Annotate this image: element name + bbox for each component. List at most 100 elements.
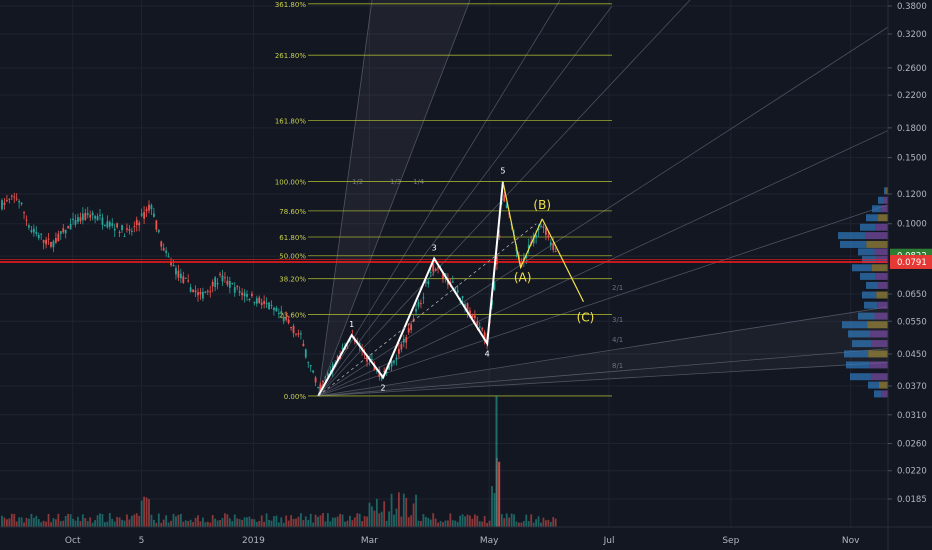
volume-profile-bar-down bbox=[869, 361, 888, 369]
candle-body bbox=[216, 282, 219, 285]
volume-bar bbox=[483, 515, 486, 527]
candle-body bbox=[57, 233, 60, 242]
volume-profile-bar-down bbox=[865, 232, 888, 240]
price-tick-label: 0.0310 bbox=[897, 411, 927, 421]
candle-body bbox=[121, 225, 123, 231]
volume-profile-bar-down bbox=[879, 381, 888, 389]
volume-bar bbox=[108, 513, 111, 527]
volume-bar bbox=[84, 518, 87, 527]
volume-bar bbox=[322, 513, 324, 527]
volume-bar bbox=[297, 516, 300, 527]
volume-bar bbox=[554, 518, 557, 527]
candle-body bbox=[77, 217, 79, 222]
volume-bar bbox=[228, 518, 231, 527]
candle-body bbox=[155, 220, 158, 230]
time-axis[interactable]: Oct 5 2019 Mar May Jul Sep Nov bbox=[0, 526, 932, 546]
candle-body bbox=[167, 256, 170, 258]
price-tick-label: 0.1500 bbox=[897, 154, 927, 164]
candle-body bbox=[52, 241, 55, 248]
fibonacci-extension[interactable]: 0.00% 23.60% 38.20% 50.00% 61.80% 78.60% 100.0… bbox=[275, 1, 612, 401]
volume-bar bbox=[111, 518, 114, 527]
candle-body bbox=[59, 231, 62, 234]
candle-body bbox=[18, 201, 21, 203]
price-axis[interactable]: 0.3800 0.3200 0.2600 0.2200 0.1800 0.1500 0.12… bbox=[887, 0, 932, 550]
volume-bar bbox=[10, 513, 13, 527]
volume-bar bbox=[412, 503, 415, 527]
volume-profile-bar-down bbox=[874, 312, 888, 320]
volume-bar bbox=[126, 514, 128, 527]
volume-bar bbox=[361, 521, 364, 527]
volume-profile-bar-down bbox=[866, 240, 888, 248]
volume-bar bbox=[143, 496, 145, 527]
candle-body bbox=[30, 230, 33, 232]
gann-label: 8/1 bbox=[612, 362, 623, 370]
candle-body bbox=[248, 299, 251, 301]
candle-body bbox=[28, 225, 30, 228]
volume-bar bbox=[199, 521, 202, 527]
volume-bar bbox=[300, 513, 302, 527]
volume-bar bbox=[263, 521, 266, 527]
candle-body bbox=[442, 273, 444, 279]
price-tick-label: 0.0550 bbox=[897, 317, 927, 327]
volume-bar bbox=[153, 519, 155, 527]
volume-bar bbox=[52, 518, 55, 527]
volume-bar bbox=[1, 515, 3, 527]
candle-body bbox=[37, 234, 40, 239]
volume-bar bbox=[258, 520, 261, 527]
gann-fan-line bbox=[317, 0, 373, 396]
corrective-wave-label: (C) bbox=[577, 311, 595, 325]
candle-body bbox=[380, 376, 383, 380]
gann-fan-line bbox=[318, 189, 932, 397]
volume-bar bbox=[121, 519, 123, 527]
volume-bar bbox=[417, 520, 420, 527]
impulse-wave-label: 4 bbox=[485, 349, 490, 358]
volume-bar bbox=[478, 521, 481, 527]
fib-level-label: 261.80% bbox=[275, 52, 306, 60]
candle-body bbox=[175, 268, 177, 275]
candle-body bbox=[8, 198, 11, 200]
candle-body bbox=[86, 213, 89, 216]
trend-channel-line bbox=[318, 223, 537, 397]
candle-body bbox=[295, 333, 297, 335]
candle-body bbox=[20, 202, 23, 205]
candle-body bbox=[277, 312, 280, 314]
volume-bar bbox=[449, 513, 452, 527]
elliott-wave-drawing[interactable]: 1 2 3 4 5 (A) (B) (C) bbox=[317, 167, 595, 397]
candle-body bbox=[322, 381, 324, 383]
candle-body bbox=[476, 321, 479, 326]
candle-body bbox=[145, 209, 148, 212]
volume-bar bbox=[241, 520, 243, 527]
candle-body bbox=[471, 314, 474, 318]
volume-bar bbox=[429, 519, 432, 527]
candle-body bbox=[336, 356, 339, 360]
volume-bar bbox=[64, 515, 67, 527]
volume-bar bbox=[204, 522, 207, 527]
candle-body bbox=[402, 338, 405, 343]
candle-body bbox=[265, 303, 268, 305]
volume-bar bbox=[77, 516, 79, 527]
volume-profile-bar-up bbox=[858, 248, 875, 256]
volume-bar bbox=[532, 522, 535, 527]
volume-bar bbox=[99, 513, 101, 527]
candle-body bbox=[260, 302, 263, 305]
candle-body bbox=[451, 281, 454, 283]
volume-bar bbox=[23, 522, 25, 527]
volume-profile-bar-up bbox=[866, 281, 879, 289]
volume-bar bbox=[420, 520, 422, 527]
volume-bar bbox=[81, 514, 84, 527]
candle-body bbox=[253, 301, 256, 303]
candle-body bbox=[233, 287, 236, 293]
volume-bar bbox=[255, 522, 258, 527]
candle-body bbox=[246, 293, 248, 297]
candle-body bbox=[542, 226, 545, 228]
volume-bar bbox=[94, 520, 96, 527]
volume-bar bbox=[473, 514, 476, 527]
volume-profile-bar-down bbox=[883, 196, 888, 204]
corrective-wave-label: (B) bbox=[533, 198, 551, 212]
volume-bar bbox=[493, 492, 496, 527]
volume-bar bbox=[13, 513, 16, 527]
candle-body bbox=[461, 296, 464, 298]
volume-bar bbox=[150, 514, 153, 527]
candle-body bbox=[189, 287, 192, 292]
